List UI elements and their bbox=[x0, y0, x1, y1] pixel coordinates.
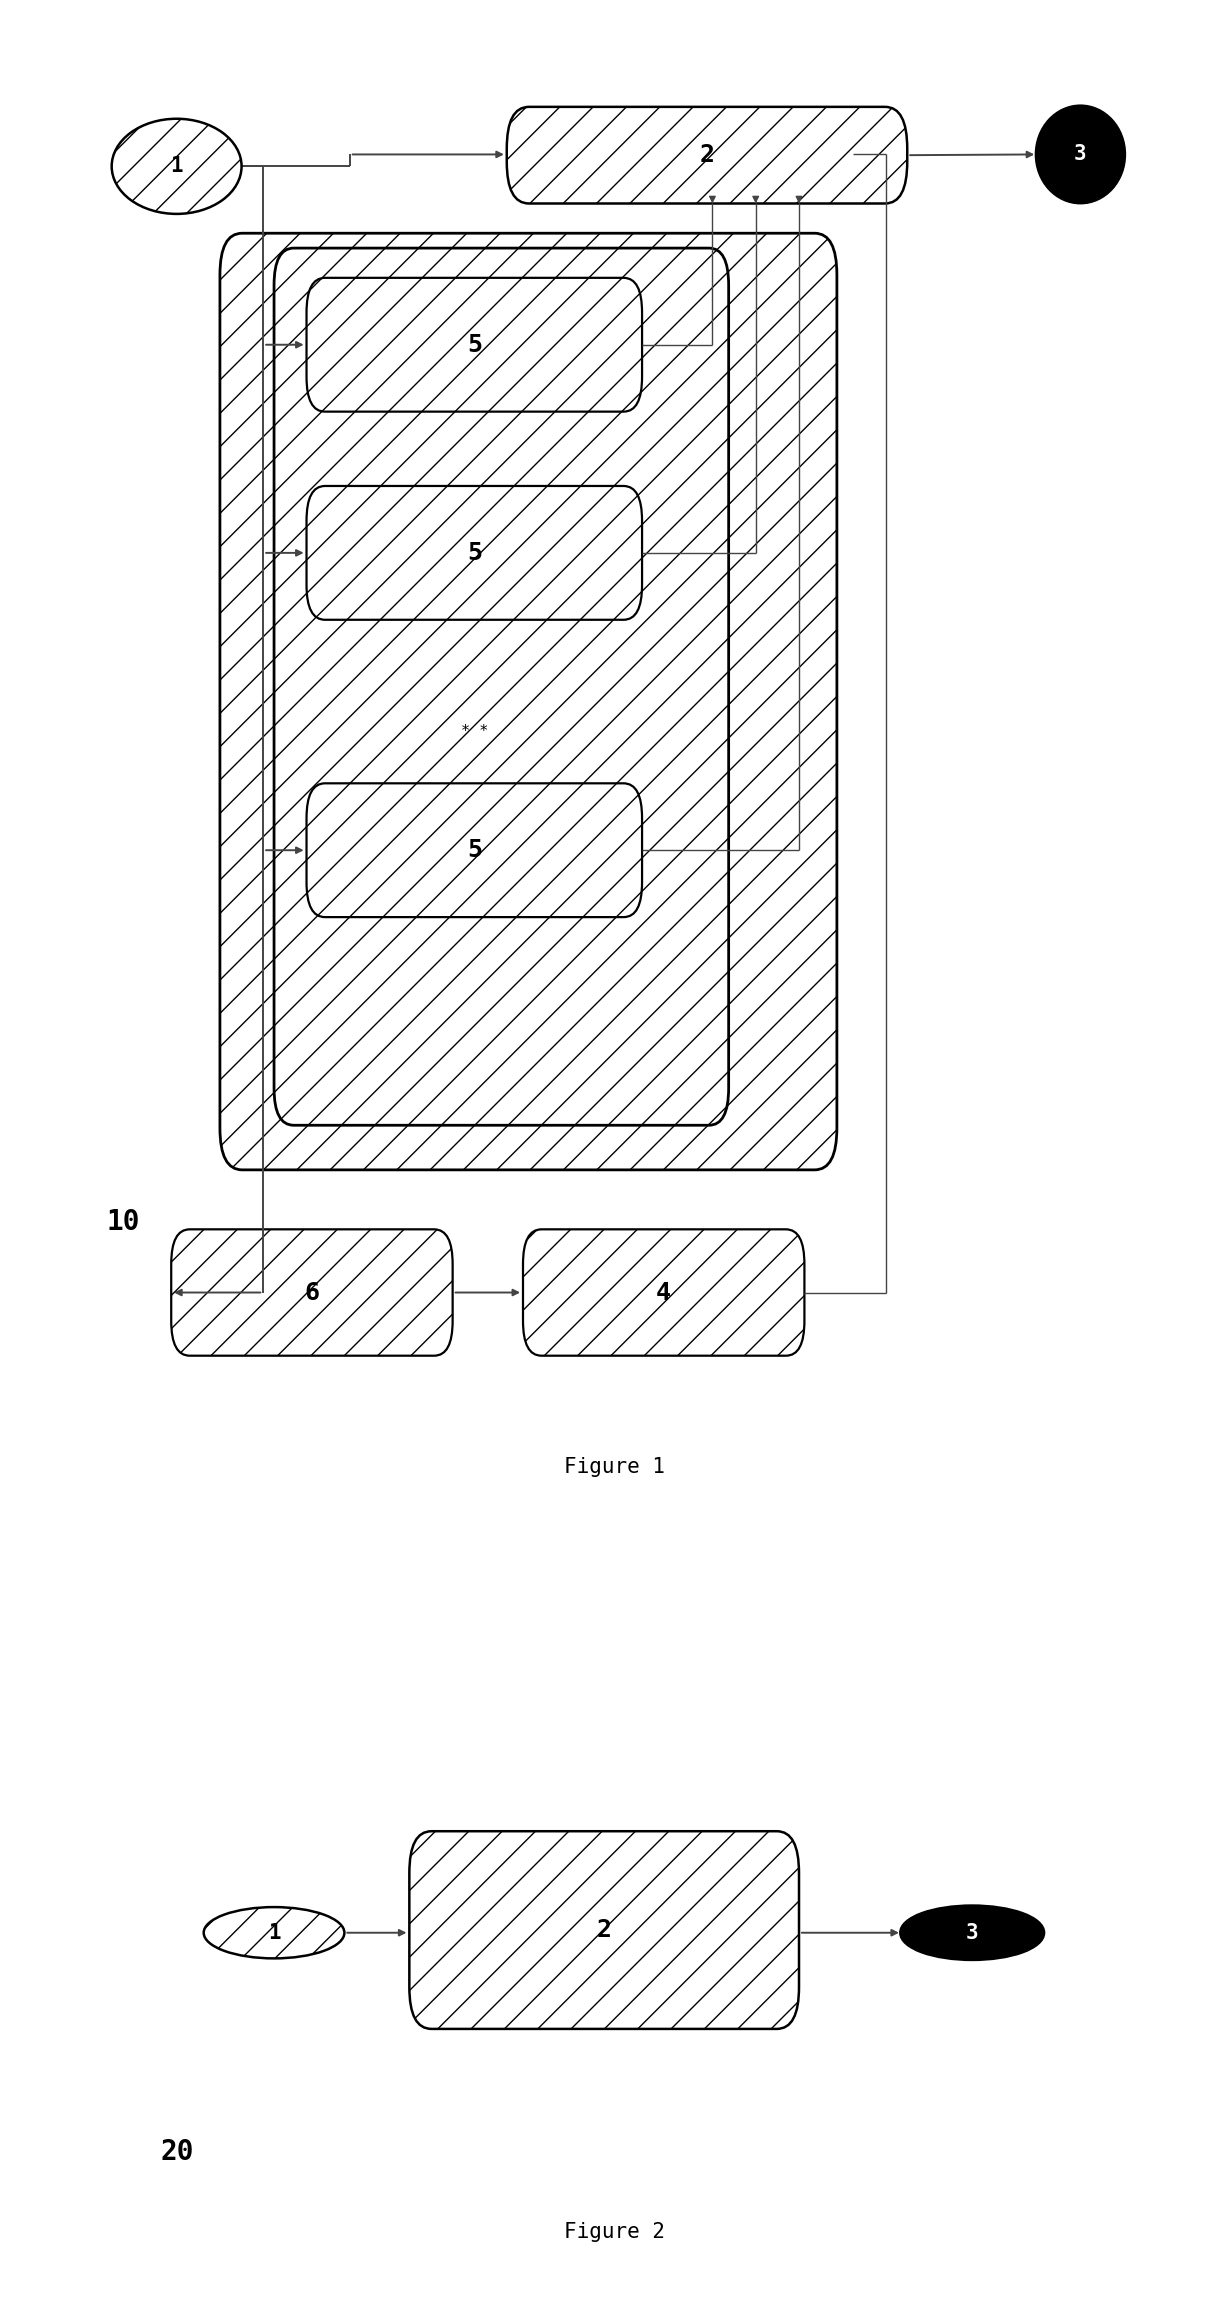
Text: 2: 2 bbox=[597, 1919, 611, 1942]
FancyBboxPatch shape bbox=[410, 1831, 800, 2028]
Text: 3: 3 bbox=[966, 1923, 979, 1942]
FancyBboxPatch shape bbox=[306, 279, 642, 411]
Text: 6: 6 bbox=[305, 1280, 320, 1306]
Ellipse shape bbox=[1037, 107, 1124, 202]
FancyBboxPatch shape bbox=[274, 249, 728, 1124]
Text: Figure 1: Figure 1 bbox=[565, 1457, 665, 1477]
FancyBboxPatch shape bbox=[220, 232, 836, 1171]
Ellipse shape bbox=[112, 118, 241, 214]
Text: 5: 5 bbox=[467, 332, 482, 358]
Text: Figure 2: Figure 2 bbox=[565, 2221, 665, 2242]
Text: 20: 20 bbox=[160, 2137, 194, 2165]
Text: 3: 3 bbox=[1074, 144, 1087, 165]
Text: 5: 5 bbox=[467, 541, 482, 564]
Text: 1: 1 bbox=[268, 1923, 280, 1942]
Text: * *: * * bbox=[460, 725, 488, 739]
Text: 4: 4 bbox=[657, 1280, 672, 1306]
FancyBboxPatch shape bbox=[306, 486, 642, 620]
Ellipse shape bbox=[902, 1907, 1043, 1958]
FancyBboxPatch shape bbox=[523, 1229, 804, 1357]
Text: 5: 5 bbox=[467, 839, 482, 862]
Text: 10: 10 bbox=[106, 1208, 140, 1236]
FancyBboxPatch shape bbox=[171, 1229, 453, 1357]
Ellipse shape bbox=[204, 1907, 344, 1958]
FancyBboxPatch shape bbox=[306, 783, 642, 918]
FancyBboxPatch shape bbox=[507, 107, 908, 204]
Text: 1: 1 bbox=[170, 156, 183, 177]
Text: 2: 2 bbox=[700, 144, 715, 167]
